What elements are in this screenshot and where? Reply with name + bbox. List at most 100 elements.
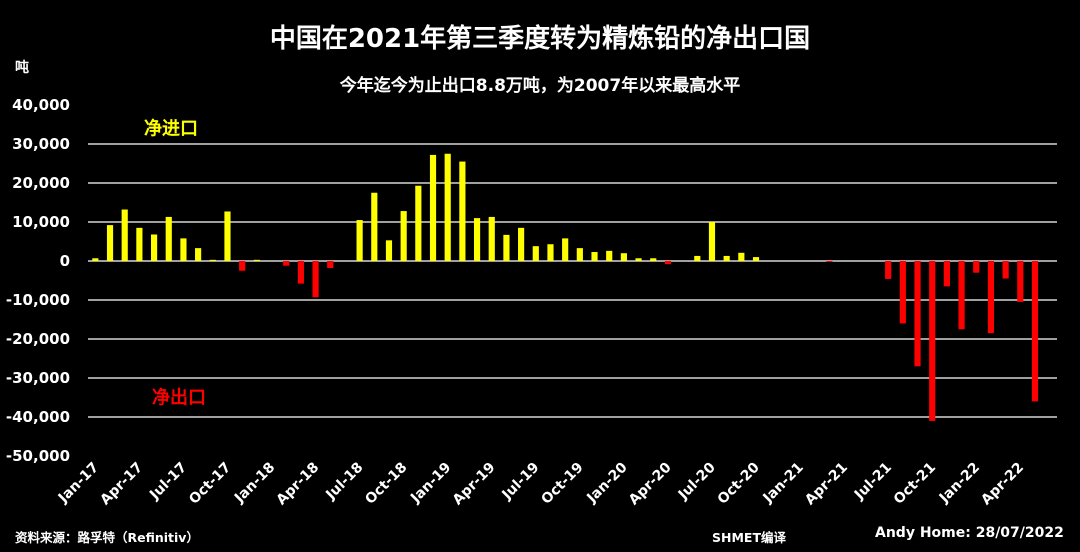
x-tick-label: Apr-20 [626, 459, 675, 508]
x-tick-label: Jan-20 [583, 459, 630, 506]
bar-Jun-17 [165, 216, 172, 261]
author-credit: Andy Home: 28/07/2022 [875, 525, 1064, 541]
y-tick-label: 20,000 [12, 174, 70, 192]
bar-Oct-19 [576, 248, 583, 261]
bar-Oct-21 [929, 261, 936, 421]
bar-Nov-17 [239, 261, 246, 271]
bar-Oct-17 [224, 211, 231, 261]
bar-Mar-21 [826, 261, 833, 262]
x-tick-label: Jan-19 [407, 460, 454, 507]
bar-Jan-17 [92, 258, 99, 261]
bar-Aug-19 [547, 244, 554, 261]
annotation-label: 净进口 [144, 117, 198, 139]
y-tick-label: 30,000 [12, 135, 70, 153]
bar-Mar-17 [121, 209, 128, 261]
bar-Dec-19 [606, 250, 613, 261]
bar-Sep-18 [385, 240, 393, 261]
source-note: 资料来源：路孚特（Refinitiv） [15, 530, 199, 545]
bar-Jan-22 [973, 261, 980, 273]
bar-Nov-21 [943, 261, 950, 287]
translator-note: SHMET编译 [712, 530, 786, 545]
bar-Feb-19 [459, 161, 466, 261]
bar-Dec-17 [253, 259, 260, 261]
bar-Nov-18 [415, 185, 422, 261]
bar-Aug-21 [899, 261, 906, 324]
x-tick-label: Apr-17 [97, 460, 146, 509]
y-tick-label: 0 [60, 252, 70, 270]
bar-Jun-20 [694, 255, 701, 261]
bar-Oct-18 [400, 211, 407, 261]
bar-Apr-17 [136, 227, 143, 261]
y-axis-unit-label: 吨 [15, 60, 29, 76]
bar-Apr-22 [1017, 261, 1024, 302]
bar-May-22 [1031, 261, 1039, 402]
bar-Aug-20 [723, 255, 730, 261]
bar-Sep-17 [209, 259, 216, 261]
x-tick-label: Jul-21 [851, 460, 895, 504]
y-tick-label: -40,000 [6, 408, 70, 426]
gridlines [88, 143, 1057, 418]
bars [92, 153, 1039, 421]
bar-May-17 [150, 234, 158, 261]
bar-Mar-19 [473, 218, 481, 261]
bar-Feb-17 [106, 225, 114, 261]
annotation-label: 净出口 [152, 387, 206, 409]
bar-Jul-19 [532, 246, 539, 261]
bar-Jan-20 [620, 253, 627, 261]
bar-Jul-21 [885, 261, 892, 279]
y-tick-label: -10,000 [6, 291, 70, 309]
chart-subtitle: 今年迄今为止出口8.8万吨，为2007年以来最高水平 [339, 76, 741, 96]
x-tick-label: Oct-21 [891, 460, 939, 508]
bar-Mar-18 [297, 261, 304, 284]
x-tick-label: Jul-17 [146, 460, 190, 504]
bar-Feb-22 [987, 261, 995, 334]
x-tick-label: Oct-20 [715, 459, 763, 507]
y-tick-label: 40,000 [12, 96, 70, 114]
x-tick-label: Jul-19 [499, 460, 543, 504]
y-tick-label: 10,000 [12, 213, 70, 231]
bar-Dec-21 [958, 261, 965, 330]
bar-Jul-18 [356, 220, 363, 261]
bar-Aug-18 [371, 192, 378, 261]
y-tick-label: -20,000 [6, 330, 70, 348]
x-tick-label: Oct-19 [538, 460, 586, 508]
bar-Oct-20 [752, 257, 760, 261]
x-tick-label: Apr-18 [274, 460, 323, 509]
bar-May-19 [503, 234, 510, 261]
x-tick-label: Apr-19 [450, 460, 499, 509]
y-tick-label: -50,000 [6, 447, 70, 465]
x-tick-label: Jul-18 [322, 460, 366, 504]
bar-Feb-18 [283, 261, 290, 266]
bar-Aug-17 [195, 248, 202, 261]
bar-Apr-18 [312, 261, 319, 298]
bar-Mar-20 [650, 258, 657, 261]
bar-Mar-22 [1002, 261, 1009, 279]
bar-May-18 [327, 261, 334, 269]
bar-Jan-19 [444, 153, 451, 261]
x-tick-label: Oct-18 [362, 460, 410, 508]
x-tick-label: Jan-17 [55, 460, 102, 507]
x-tick-label: Jan-22 [936, 460, 983, 507]
y-tick-label: -30,000 [6, 369, 70, 387]
x-tick-label: Jan-21 [760, 460, 807, 507]
bar-Sep-19 [562, 238, 569, 261]
x-tick-label: Jul-20 [675, 459, 719, 503]
bar-Sep-21 [914, 261, 921, 367]
x-tick-label: Apr-21 [802, 460, 851, 509]
bar-Jul-20 [708, 222, 716, 261]
bar-Dec-18 [429, 154, 437, 261]
x-tick-label: Jan-18 [231, 460, 278, 507]
bar-Apr-19 [488, 216, 495, 261]
bar-Jun-19 [518, 227, 525, 261]
x-tick-label: Oct-17 [186, 460, 234, 508]
bar-Feb-20 [635, 258, 642, 261]
y-axis-ticks: 40,000 30,000 20,000 10,000 0 -10,000 -20,000 -… [6, 96, 70, 465]
bar-Nov-19 [591, 252, 598, 261]
bar-Jul-17 [180, 238, 187, 261]
bar-Apr-20 [664, 261, 672, 265]
chart-title: 中国在2021年第三季度转为精炼铅的净出口国 [269, 24, 811, 54]
x-tick-label: Apr-22 [978, 460, 1027, 509]
